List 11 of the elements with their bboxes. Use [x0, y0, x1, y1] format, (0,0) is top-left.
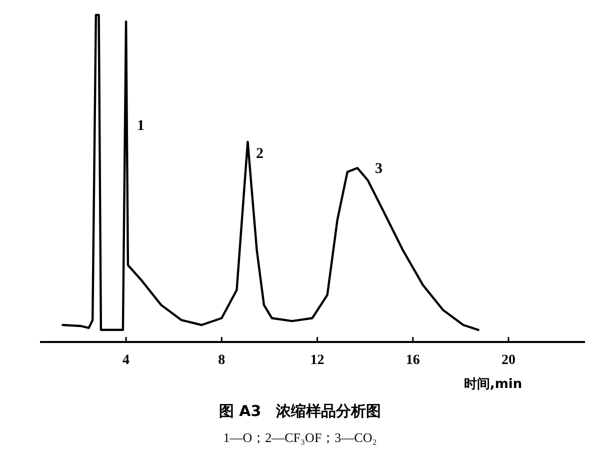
text: 图 A3 浓缩样品分析图: [218, 402, 382, 420]
x-tick-label: 12: [310, 353, 324, 368]
x-axis-title: 时间,min: [464, 377, 522, 392]
x-tick-label: 8: [218, 353, 226, 368]
x-tick-label: 20: [502, 353, 516, 368]
annotation: 2: [256, 146, 264, 162]
text: 1—O；2—CF₃OF；3—CO₂: [223, 430, 377, 445]
annotation: 1: [137, 118, 144, 134]
annotation: 3: [375, 161, 382, 177]
x-tick-label: 16: [406, 353, 420, 368]
x-tick-label: 4: [122, 353, 130, 368]
